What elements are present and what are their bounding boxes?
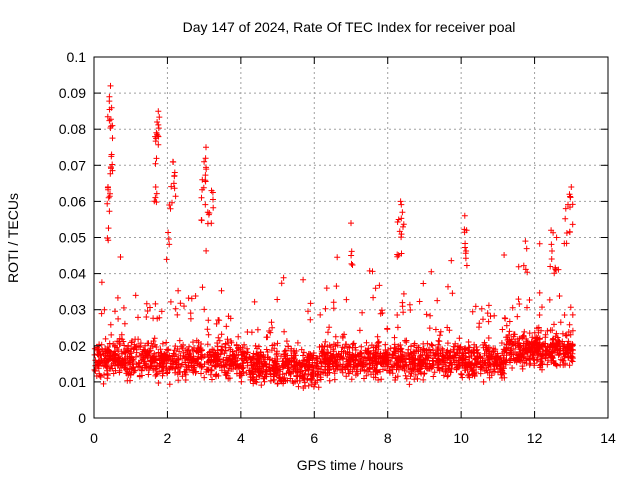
x-tick-label: 4: [237, 430, 245, 446]
y-tick-label: 0.03: [59, 302, 86, 318]
roti-markers: [91, 82, 576, 391]
x-tick-label: 6: [310, 430, 318, 446]
y-tick-label: 0.04: [59, 266, 86, 282]
y-tick-label: 0.07: [59, 157, 86, 173]
x-tick-label: 2: [164, 430, 172, 446]
y-tick-label: 0: [78, 410, 86, 426]
x-tick-label: 0: [90, 430, 98, 446]
y-axis-title: ROTI / TECUs: [5, 193, 21, 283]
x-tick-labels: 0 2 4 6 8 10 12 14: [90, 430, 616, 446]
y-tick-labels: 0 0.01 0.02 0.03 0.04 0.05 0.06 0.07 0.08 0.09 0.1: [59, 49, 86, 426]
axis-ticks: [93, 56, 609, 419]
y-tick-label: 0.05: [59, 230, 86, 246]
y-tick-label: 0.01: [59, 374, 86, 390]
data-points: [91, 82, 576, 391]
x-tick-label: 10: [453, 430, 469, 446]
y-tick-label: 0.1: [67, 49, 87, 65]
y-tick-label: 0.02: [59, 338, 86, 354]
x-tick-label: 14: [600, 430, 616, 446]
y-tick-label: 0.06: [59, 193, 86, 209]
grid-lines: [94, 57, 608, 418]
y-tick-label: 0.08: [59, 121, 86, 137]
y-tick-label: 0.09: [59, 85, 86, 101]
x-tick-label: 12: [527, 430, 543, 446]
chart-title: Day 147 of 2024, Rate Of TEC Index for r…: [183, 19, 516, 35]
x-tick-label: 8: [384, 430, 392, 446]
x-axis-title: GPS time / hours: [297, 457, 404, 473]
